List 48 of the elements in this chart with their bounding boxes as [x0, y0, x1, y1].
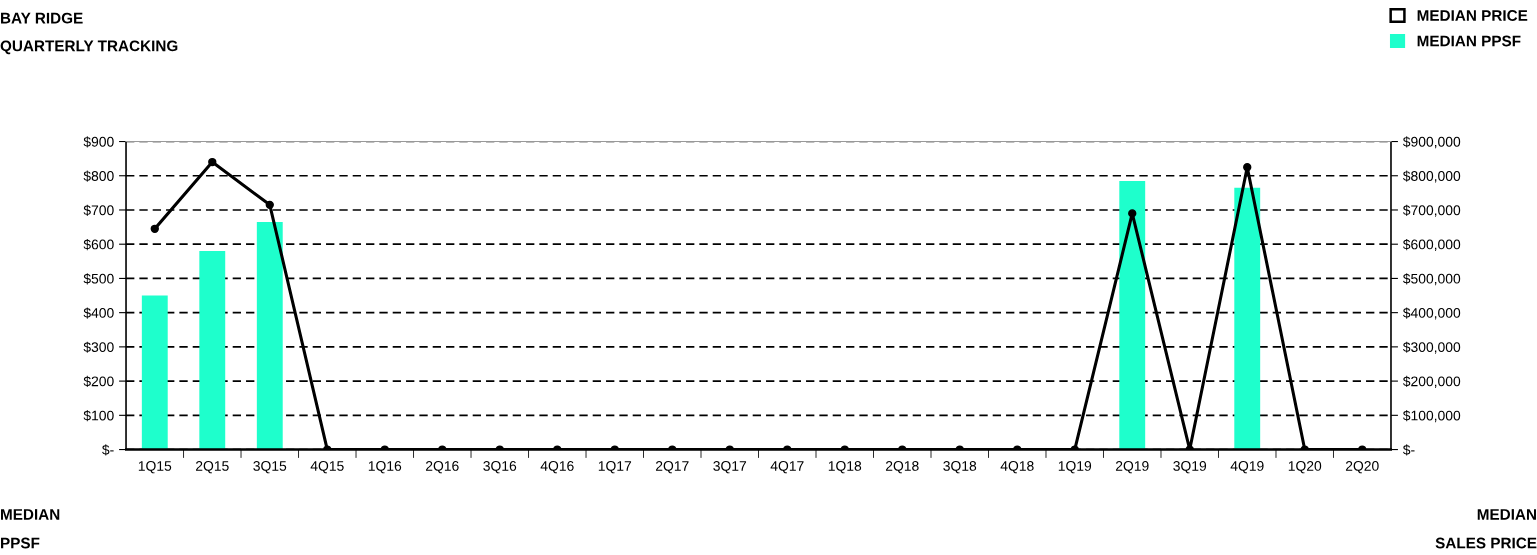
legend-label: MEDIAN PRICE	[1417, 10, 1528, 21]
x-tick-label: 2Q19	[1115, 461, 1149, 474]
y2-axis-title: MEDIAN SALES PRICE	[1435, 509, 1537, 549]
x-tick-label: 4Q16	[540, 461, 574, 474]
y-tick-label: $600	[83, 238, 114, 251]
x-tick-label: 4Q15	[310, 461, 344, 474]
y2-tick-label: $-	[1402, 444, 1415, 456]
chart-title: BAY RIDGE	[1, 12, 83, 24]
y2-tick-label: $600,000	[1402, 238, 1461, 252]
y-axis-title: MEDIAN PPSF	[1, 509, 60, 549]
y2-tick-label: $700,000	[1402, 204, 1461, 217]
x-tick-label: 3Q15	[253, 461, 287, 474]
x-tick-label: 3Q18	[943, 461, 977, 474]
y2-tick-label: $400,000	[1402, 307, 1461, 320]
x-tick-label: 1Q16	[368, 461, 402, 474]
x-tick-label: 1Q20	[1288, 461, 1322, 474]
y2-tick-label: $100,000	[1402, 410, 1461, 423]
y2-tick-label: $300,000	[1402, 341, 1461, 354]
y-tick-label: $900	[83, 136, 114, 148]
y-tick-label: $300	[83, 341, 114, 353]
x-tick-label: 2Q15	[195, 461, 229, 474]
x-tick-label: 4Q17	[770, 461, 804, 474]
x-tick-label: 3Q16	[483, 461, 517, 474]
x-tick-label: 1Q18	[828, 461, 862, 474]
x-tick-label: 2Q20	[1345, 461, 1379, 474]
x-tick-label: 1Q19	[1058, 461, 1092, 474]
y2-tick-label: $200,000	[1402, 375, 1461, 388]
x-tick-label: 4Q18	[1000, 461, 1034, 474]
x-tick-label: 3Q17	[713, 461, 747, 474]
x-tick-label: 2Q18	[885, 461, 919, 474]
y-tick-label: $800	[83, 170, 114, 182]
y-tick-label: $500	[83, 273, 114, 285]
x-tick-label: 2Q16	[425, 461, 459, 474]
x-tick-label: 1Q15	[138, 461, 172, 474]
y-tick-label: $700	[83, 204, 114, 216]
x-tick-label: 2Q17	[655, 461, 689, 474]
y-tick-label: $-	[102, 444, 114, 456]
y2-tick-label: $800,000	[1402, 170, 1461, 183]
y2-tick-label: $900,000	[1402, 136, 1461, 149]
chart-subtitle: QUARTERLY TRACKING	[0, 40, 178, 55]
x-tick-label: 1Q17	[598, 461, 632, 474]
legend-label: MEDIAN PPSF	[1417, 35, 1521, 47]
y-tick-label: $100	[83, 410, 114, 422]
y-tick-label: $400	[83, 307, 114, 319]
x-tick-label: 3Q19	[1173, 461, 1207, 474]
y2-tick-label: $500,000	[1402, 273, 1461, 286]
x-tick-label: 4Q19	[1230, 461, 1264, 474]
y-tick-label: $200	[83, 375, 114, 388]
